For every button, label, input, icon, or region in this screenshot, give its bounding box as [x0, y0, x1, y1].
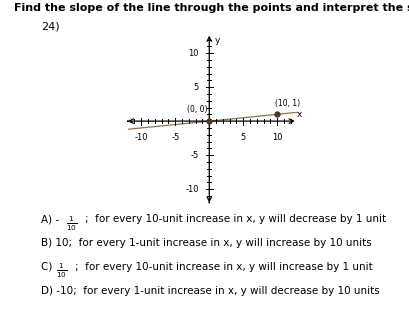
- Text: x: x: [297, 110, 302, 119]
- Text: -10: -10: [186, 185, 199, 194]
- Text: $\frac{1}{10}$: $\frac{1}{10}$: [56, 262, 67, 280]
- Text: -5: -5: [171, 133, 180, 142]
- Text: 24): 24): [41, 21, 60, 31]
- Text: 10: 10: [189, 49, 199, 58]
- Text: ;  for every 10-unit increase in x, y will decrease by 1 unit: ; for every 10-unit increase in x, y wil…: [85, 214, 386, 224]
- Text: B) 10;  for every 1-unit increase in x, y will increase by 10 units: B) 10; for every 1-unit increase in x, y…: [41, 238, 372, 248]
- Text: ;  for every 10-unit increase in x, y will increase by 1 unit: ; for every 10-unit increase in x, y wil…: [75, 262, 373, 272]
- Text: 5: 5: [194, 83, 199, 92]
- Text: C): C): [41, 262, 56, 272]
- Text: y: y: [215, 36, 220, 45]
- Text: (0, 0): (0, 0): [187, 105, 207, 114]
- Text: -5: -5: [191, 151, 199, 160]
- Text: A) -: A) -: [41, 214, 62, 224]
- Text: $\frac{1}{10}$: $\frac{1}{10}$: [66, 214, 77, 232]
- Text: Find the slope of the line through the points and interpret the slope.: Find the slope of the line through the p…: [14, 3, 409, 13]
- Text: (10, 1): (10, 1): [275, 98, 300, 108]
- Text: D) -10;  for every 1-unit increase in x, y will decrease by 10 units: D) -10; for every 1-unit increase in x, …: [41, 286, 380, 296]
- Text: -10: -10: [135, 133, 148, 142]
- Text: 5: 5: [240, 133, 246, 142]
- Text: 10: 10: [272, 133, 283, 142]
